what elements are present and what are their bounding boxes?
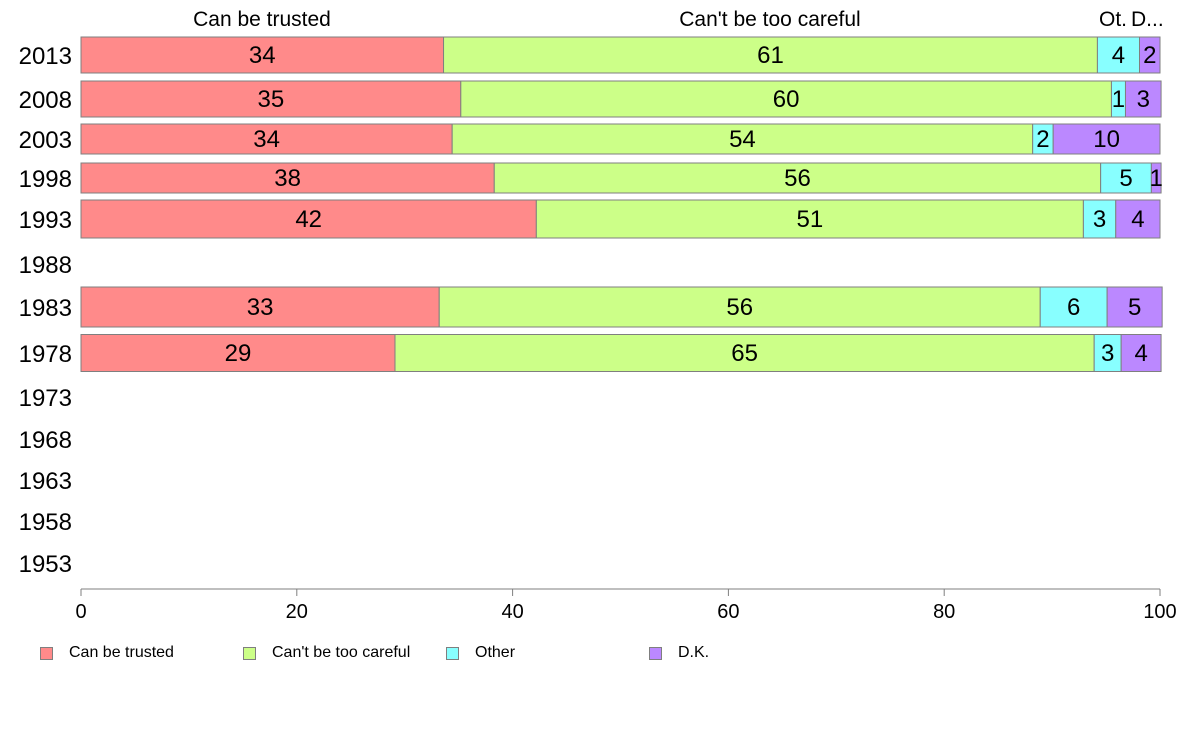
x-tick-label: 100 bbox=[1143, 601, 1176, 623]
bar-value-label: 6 bbox=[1067, 294, 1080, 321]
x-tick-label: 20 bbox=[286, 601, 308, 623]
bar-segment bbox=[80, 36, 445, 74]
legend-label: Can't be too careful bbox=[272, 644, 411, 661]
bar-segment bbox=[1106, 286, 1163, 328]
bar-value-label: 38 bbox=[274, 165, 301, 192]
bar-value-label: 29 bbox=[225, 340, 252, 367]
y-tick-label: 1973 bbox=[19, 385, 72, 412]
bar-segment bbox=[451, 123, 1034, 155]
x-tick-label: 80 bbox=[933, 601, 955, 623]
bar-segment bbox=[80, 199, 537, 239]
bar-value-label: 4 bbox=[1131, 206, 1144, 233]
y-tick-label: 1998 bbox=[19, 166, 72, 193]
bar-segment bbox=[438, 286, 1041, 328]
bar-value-label: 5 bbox=[1119, 165, 1132, 192]
bar-value-label: 60 bbox=[773, 86, 800, 113]
bar-segment bbox=[535, 199, 1084, 239]
legend-label: D.K. bbox=[678, 644, 710, 661]
bar-segment bbox=[394, 334, 1095, 372]
legend-item-dk: D.K. bbox=[649, 643, 709, 663]
bar-segment bbox=[80, 162, 495, 194]
bar-value-label: 4 bbox=[1112, 42, 1125, 69]
y-tick-label: 1953 bbox=[19, 551, 72, 578]
bar-value-label: 3 bbox=[1101, 340, 1114, 367]
bar-segment bbox=[1138, 36, 1161, 74]
bar-value-label: 56 bbox=[726, 294, 753, 321]
bar-value-label: 35 bbox=[258, 86, 285, 113]
y-tick-label: 1988 bbox=[19, 252, 72, 279]
y-tick-label: 1993 bbox=[19, 207, 72, 234]
bar-segment bbox=[1115, 199, 1161, 239]
bar-segment bbox=[80, 334, 396, 372]
y-tick-label: 1983 bbox=[19, 295, 72, 322]
bar-segment bbox=[1096, 36, 1140, 74]
y-tick-label: 1968 bbox=[19, 427, 72, 454]
bar-value-label: 56 bbox=[784, 165, 811, 192]
legend-item-cant-be-too-careful: Can't be too careful bbox=[243, 643, 410, 663]
y-tick-label: 2008 bbox=[19, 87, 72, 114]
bar-value-label: 51 bbox=[797, 206, 824, 233]
bar-value-label: 65 bbox=[731, 340, 758, 367]
bar-value-label: 33 bbox=[247, 294, 274, 321]
y-tick-label: 2003 bbox=[19, 127, 72, 154]
legend-swatch bbox=[446, 646, 459, 660]
bar-value-label: 34 bbox=[253, 126, 280, 153]
bar-segment bbox=[1120, 334, 1162, 372]
y-tick-label: 1978 bbox=[19, 341, 72, 368]
bar-value-label: 4 bbox=[1134, 340, 1147, 367]
bar-segment bbox=[493, 162, 1102, 194]
bar-value-label: 2 bbox=[1143, 42, 1156, 69]
bar-value-label: 2 bbox=[1036, 126, 1049, 153]
legend-item-can-be-trusted: Can be trusted bbox=[40, 643, 174, 663]
bar-value-label: 42 bbox=[295, 206, 322, 233]
column-header: Ot. bbox=[1099, 8, 1127, 31]
bar-value-label: 3 bbox=[1093, 206, 1106, 233]
bar-segment bbox=[1124, 80, 1162, 118]
x-tick-label: 60 bbox=[717, 601, 739, 623]
bar-segment bbox=[1150, 162, 1162, 194]
legend-item-other: Other bbox=[446, 643, 515, 663]
legend: Can be trusted Can't be too careful Othe… bbox=[0, 643, 1188, 665]
x-tick-label: 40 bbox=[501, 601, 523, 623]
bar-value-label: 61 bbox=[757, 42, 784, 69]
bar-value-label: 34 bbox=[249, 42, 276, 69]
bar-segment bbox=[443, 36, 1098, 74]
y-tick-label: 1963 bbox=[19, 468, 72, 495]
column-header: D... bbox=[1131, 8, 1164, 31]
bar-value-label: 3 bbox=[1137, 86, 1150, 113]
y-tick-label: 2013 bbox=[19, 43, 72, 70]
legend-swatch bbox=[243, 646, 256, 660]
column-header: Can be trusted bbox=[193, 8, 331, 31]
bar-value-label: 1 bbox=[1150, 165, 1163, 192]
bar-segment bbox=[80, 80, 462, 118]
bar-value-label: 54 bbox=[729, 126, 756, 153]
bar-value-label: 1 bbox=[1112, 86, 1125, 113]
legend-swatch bbox=[649, 646, 662, 660]
legend-label: Other bbox=[475, 644, 516, 661]
legend-label: Can be trusted bbox=[69, 644, 174, 661]
bar-segment bbox=[1082, 199, 1117, 239]
bar-segment bbox=[460, 80, 1112, 118]
bar-segment bbox=[1052, 123, 1161, 155]
bar-segment bbox=[80, 123, 453, 155]
column-header: Can't be too careful bbox=[679, 8, 860, 31]
legend-swatch bbox=[40, 646, 53, 660]
bar-value-label: 5 bbox=[1128, 294, 1141, 321]
y-tick-label: 1958 bbox=[19, 509, 72, 536]
bar-value-label: 10 bbox=[1093, 126, 1120, 153]
x-tick-label: 0 bbox=[75, 601, 86, 623]
bar-segment bbox=[1039, 286, 1108, 328]
